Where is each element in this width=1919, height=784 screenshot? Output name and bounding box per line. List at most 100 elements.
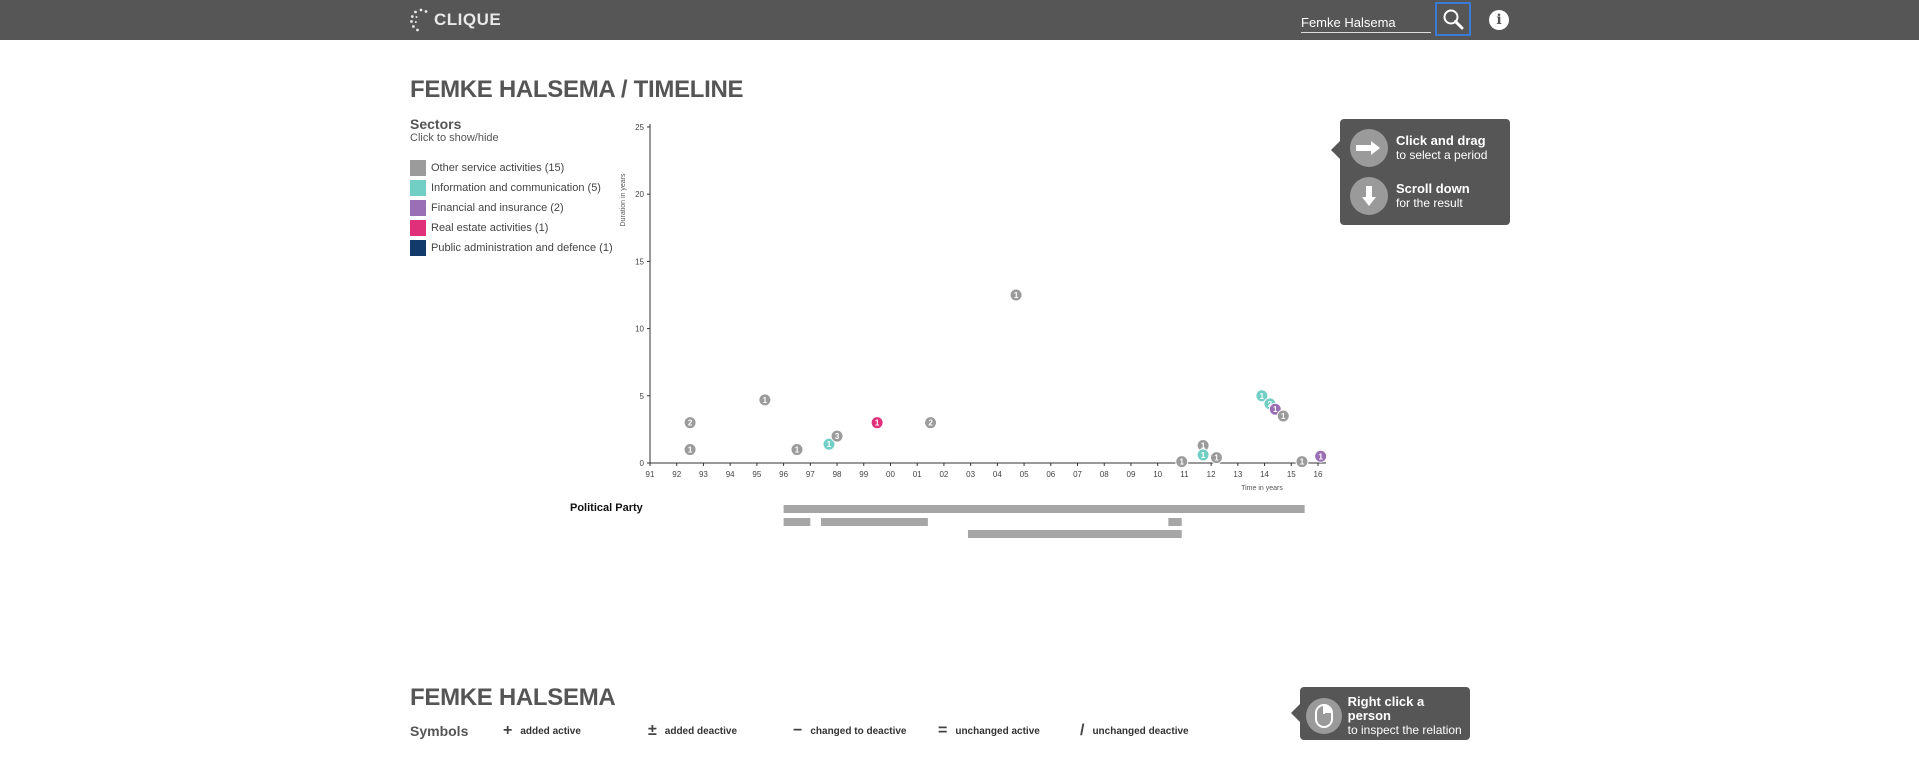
data-point[interactable] [1209,451,1223,465]
legend-label: Real estate activities (1) [431,222,549,234]
symbol-unchanged-active: = unchanged active [938,722,1080,740]
x-tick-label: 10 [1153,470,1162,479]
y-tick-label: 10 [635,325,644,334]
tip-right-click-title: Right click a person [1347,694,1425,723]
data-point-label: 2 [688,419,693,428]
data-point-label: 1 [1281,412,1286,421]
data-point[interactable] [924,416,938,430]
legend-swatch [410,240,426,256]
data-point[interactable] [870,416,884,430]
symbol-label: unchanged deactive [1092,725,1189,737]
y-tick-label: 0 [640,459,645,468]
symbol-added-deactive: ± added deactive [648,722,793,740]
legend-item-public-administration[interactable]: Public administration and defence (1) [410,238,613,258]
data-point[interactable] [830,429,844,443]
y-tick-label: 5 [640,392,645,401]
search-input[interactable] [1301,12,1431,33]
data-point[interactable] [1295,455,1309,469]
legend-label: Public administration and defence (1) [431,242,613,254]
data-point[interactable] [822,437,836,451]
data-point-label: 1 [1273,405,1278,414]
info-icon[interactable]: i [1489,10,1509,30]
x-tick-label: 03 [966,470,975,479]
data-point-label: 1 [1300,458,1305,467]
app-logo[interactable]: CLIQUE [410,6,501,34]
sectors-title: Sectors [410,116,462,132]
legend-item-financial-insurance[interactable]: Financial and insurance (2) [410,198,613,218]
party-bar[interactable] [783,518,811,526]
data-point-label: 1 [763,396,768,405]
clique-logo-icon [410,8,428,32]
tip-drag-title: Click and drag [1396,133,1486,148]
x-tick-label: 91 [646,470,655,479]
data-point[interactable] [758,393,772,407]
x-tick-label: 16 [1314,470,1323,479]
arrow-down-icon [1350,177,1388,215]
data-point-label: 1 [1260,392,1265,401]
search-icon [1443,9,1464,30]
party-bar[interactable] [783,505,1305,513]
page-title: FEMKE HALSEMA / TIMELINE [410,76,744,103]
data-point-label: 2 [928,419,933,428]
symbol-unchanged-deactive: / unchanged deactive [1080,722,1210,740]
tip-scroll: Scroll down for the result [1350,177,1470,215]
x-tick-label: 11 [1180,470,1189,479]
legend-item-other-service[interactable]: Other service activities (15) [410,158,613,178]
data-point-label: 1 [688,446,693,455]
symbol-glyph: − [793,722,803,739]
data-point-label: 1 [1318,452,1323,461]
data-point[interactable] [1276,409,1290,423]
symbol-label: added deactive [664,725,738,737]
party-bar[interactable] [967,530,1182,538]
data-point-label: 1 [827,440,832,449]
data-point[interactable] [1314,449,1328,463]
data-point[interactable] [683,443,697,457]
data-point-label: 1 [1014,291,1019,300]
symbol-label: changed to deactive [810,725,907,737]
data-point[interactable] [1196,448,1210,462]
data-point[interactable] [790,443,804,457]
data-point-label: 1 [1214,454,1219,463]
legend-swatch [410,180,426,196]
symbol-glyph: ± [648,722,657,739]
person-title: FEMKE HALSEMA [410,684,616,711]
x-tick-label: 09 [1127,470,1136,479]
x-axis-label: Time in years [1241,485,1283,492]
data-point[interactable] [1009,288,1023,302]
x-tick-label: 99 [859,470,868,479]
x-tick-label: 04 [993,470,1002,479]
symbol-glyph: = [938,722,948,739]
x-tick-label: 98 [833,470,842,479]
symbols-legend: Symbols + added active ± added deactive … [410,722,1210,740]
legend-item-information-communication[interactable]: Information and communication (5) [410,178,613,198]
x-tick-label: 13 [1233,470,1242,479]
x-tick-label: 08 [1100,470,1109,479]
y-tick-label: 15 [635,257,644,266]
data-point[interactable] [1255,389,1269,403]
x-tick-label: 93 [699,470,708,479]
legend-label: Financial and insurance (2) [431,202,564,214]
x-tick-label: 14 [1260,470,1269,479]
x-tick-label: 96 [779,470,788,479]
party-bar[interactable] [1168,518,1182,526]
x-tick-label: 95 [752,470,761,479]
party-bar[interactable] [821,518,928,526]
tip-scroll-title: Scroll down [1396,181,1470,196]
legend-item-real-estate[interactable]: Real estate activities (1) [410,218,613,238]
data-point[interactable] [683,416,697,430]
x-tick-label: 15 [1287,470,1296,479]
search-button[interactable] [1435,2,1471,36]
sectors-subtitle: Click to show/hide [410,132,499,144]
data-point[interactable] [1175,455,1189,469]
right-click-tooltip: Right click a person to inspect the rela… [1291,687,1470,740]
x-tick-label: 05 [1020,470,1029,479]
party-label: Political Party [570,502,644,514]
tip-drag: Click and drag to select a period [1350,129,1487,167]
tip-right-click-subtitle: to inspect the relation [1347,723,1462,737]
top-bar: CLIQUE i [0,0,1919,40]
symbol-label: unchanged active [955,725,1040,737]
legend-label: Information and communication (5) [431,182,601,194]
symbol-added-active: + added active [503,722,648,740]
arrow-right-icon [1350,129,1388,167]
